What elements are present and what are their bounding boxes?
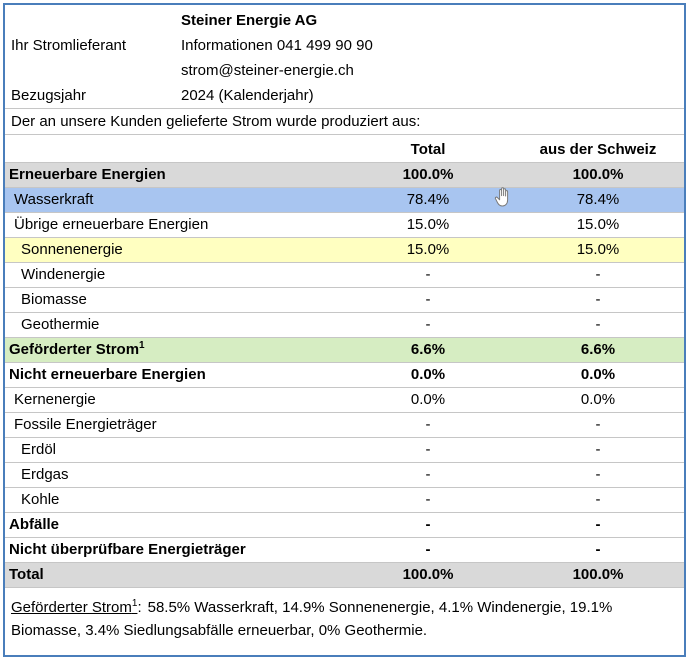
- header-schweiz: aus der Schweiz: [539, 141, 657, 158]
- energy-row-label: Kernenergie: [14, 391, 96, 408]
- energy-row: Sonnenenergie 15.0% 15.0%: [5, 238, 684, 263]
- energy-row-schweiz: 15.0%: [576, 241, 620, 258]
- energy-row-label: Geothermie: [21, 316, 100, 333]
- energy-row: Kernenergie 0.0% 0.0%: [5, 388, 684, 413]
- energy-row-label: Geförderter Strom1: [9, 340, 145, 359]
- energy-row-schweiz: -: [595, 516, 601, 533]
- energy-row-schweiz: -: [595, 316, 601, 333]
- energy-row: Erdgas - -: [5, 463, 684, 488]
- energy-row-label: Abfälle: [9, 516, 60, 533]
- energy-row: Erdöl - -: [5, 438, 684, 463]
- energy-row-schweiz: 78.4%: [576, 191, 620, 208]
- energy-row-total: -: [425, 516, 431, 533]
- energy-row-schweiz: 0.0%: [580, 366, 616, 383]
- energy-row-total: 100.0%: [402, 566, 454, 583]
- energy-row-label: Erdöl: [21, 441, 57, 458]
- energy-row: Abfälle - -: [5, 513, 684, 538]
- energy-row-total: -: [425, 466, 431, 483]
- energy-row-label: Windenergie: [21, 266, 106, 283]
- energy-row-label: Total: [9, 566, 44, 583]
- energy-row-label: Fossile Energieträger: [14, 416, 157, 433]
- energy-row: Windenergie - -: [5, 263, 684, 288]
- header-empty-cell: [5, 135, 344, 162]
- energy-row: Nicht überprüfbare Energieträger - -: [5, 538, 684, 563]
- report-frame: Steiner Energie AG Ihr Stromlieferant In…: [3, 3, 686, 657]
- supplier-label: Ihr Stromlieferant: [11, 37, 127, 54]
- energy-row-total: 0.0%: [410, 366, 446, 383]
- footnote-term: Geförderter Strom1: [11, 598, 138, 617]
- energy-row-label: Kohle: [21, 491, 60, 508]
- energy-row-schweiz: 0.0%: [580, 391, 616, 408]
- energy-row-schweiz: 100.0%: [572, 566, 624, 583]
- energy-row-schweiz: 15.0%: [576, 216, 620, 233]
- energy-row-total: -: [425, 291, 431, 308]
- supplier-email: strom@steiner-energie.ch: [181, 62, 354, 79]
- energy-row: Übrige erneuerbare Energien 15.0% 15.0%: [5, 213, 684, 238]
- energy-row-schweiz: -: [595, 491, 601, 508]
- energy-row: Geförderter Strom1 6.6% 6.6%: [5, 338, 684, 363]
- energy-mix-table: Total aus der Schweiz Erneuerbare Energi…: [5, 135, 684, 588]
- energy-row-schweiz: -: [595, 416, 601, 433]
- energy-row-schweiz: -: [595, 291, 601, 308]
- energy-row-total: -: [425, 491, 431, 508]
- year-label: Bezugsjahr: [11, 87, 87, 104]
- energy-row-label: Wasserkraft: [14, 191, 94, 208]
- supplier-email-spacer: [11, 58, 181, 83]
- energy-row: Biomasse - -: [5, 288, 684, 313]
- energy-row[interactable]: Wasserkraft 78.4% 78.4%: [5, 188, 684, 213]
- energy-row-total: 15.0%: [406, 216, 450, 233]
- header-total: Total: [410, 141, 446, 158]
- energy-row-total: 0.0%: [410, 391, 446, 408]
- energy-row: Geothermie - -: [5, 313, 684, 338]
- energy-row-schweiz: -: [595, 466, 601, 483]
- energy-row-total: 78.4%: [406, 191, 450, 208]
- supplier-label-spacer: [11, 8, 181, 33]
- footnote-text: 58.5% Wasserkraft, 14.9% Sonnenenergie, …: [11, 599, 613, 639]
- energy-row-total: -: [425, 266, 431, 283]
- energy-row-schweiz: -: [595, 541, 601, 558]
- energy-row: Fossile Energieträger - -: [5, 413, 684, 438]
- energy-row-total: 100.0%: [402, 166, 454, 183]
- energy-row-schweiz: 100.0%: [572, 166, 624, 183]
- energy-row-label: Nicht erneuerbare Energien: [9, 366, 206, 383]
- supplier-name: Steiner Energie AG: [181, 12, 318, 29]
- energy-row-label: Erneuerbare Energien: [9, 166, 166, 183]
- energy-row-label: Sonnenenergie: [21, 241, 123, 258]
- table-body: Erneuerbare Energien 100.0% 100.0% Wasse…: [5, 163, 684, 588]
- energy-row-total: 6.6%: [410, 341, 446, 358]
- energy-row-label: Nicht überprüfbare Energieträger: [9, 541, 246, 558]
- year-value: 2024 (Kalenderjahr): [181, 87, 314, 104]
- energy-row-label: Erdgas: [21, 466, 69, 483]
- energy-row-label: Biomasse: [21, 291, 87, 308]
- supplier-phone: Informationen 041 499 90 90: [181, 37, 373, 54]
- energy-row-schweiz: -: [595, 266, 601, 283]
- energy-row: Erneuerbare Energien 100.0% 100.0%: [5, 163, 684, 188]
- supplier-info: Steiner Energie AG Ihr Stromlieferant In…: [5, 5, 684, 108]
- energy-row-total: 15.0%: [406, 241, 450, 258]
- intro-text: Der an unsere Kunden gelieferte Strom wu…: [5, 108, 684, 135]
- energy-row-total: -: [425, 541, 431, 558]
- energy-row-label: Übrige erneuerbare Energien: [14, 216, 209, 233]
- energy-row-total: -: [425, 441, 431, 458]
- energy-row: Total 100.0% 100.0%: [5, 563, 684, 588]
- energy-row: Nicht erneuerbare Energien 0.0% 0.0%: [5, 363, 684, 388]
- table-header-row: Total aus der Schweiz: [5, 135, 684, 163]
- energy-row: Kohle - -: [5, 488, 684, 513]
- energy-row-total: -: [425, 316, 431, 333]
- footnote-colon: :: [137, 599, 142, 616]
- energy-row-total: -: [425, 416, 431, 433]
- energy-row-schweiz: 6.6%: [580, 341, 616, 358]
- energy-row-schweiz: -: [595, 441, 601, 458]
- footnote: Geförderter Strom1: 58.5% Wasserkraft, 14…: [5, 588, 684, 642]
